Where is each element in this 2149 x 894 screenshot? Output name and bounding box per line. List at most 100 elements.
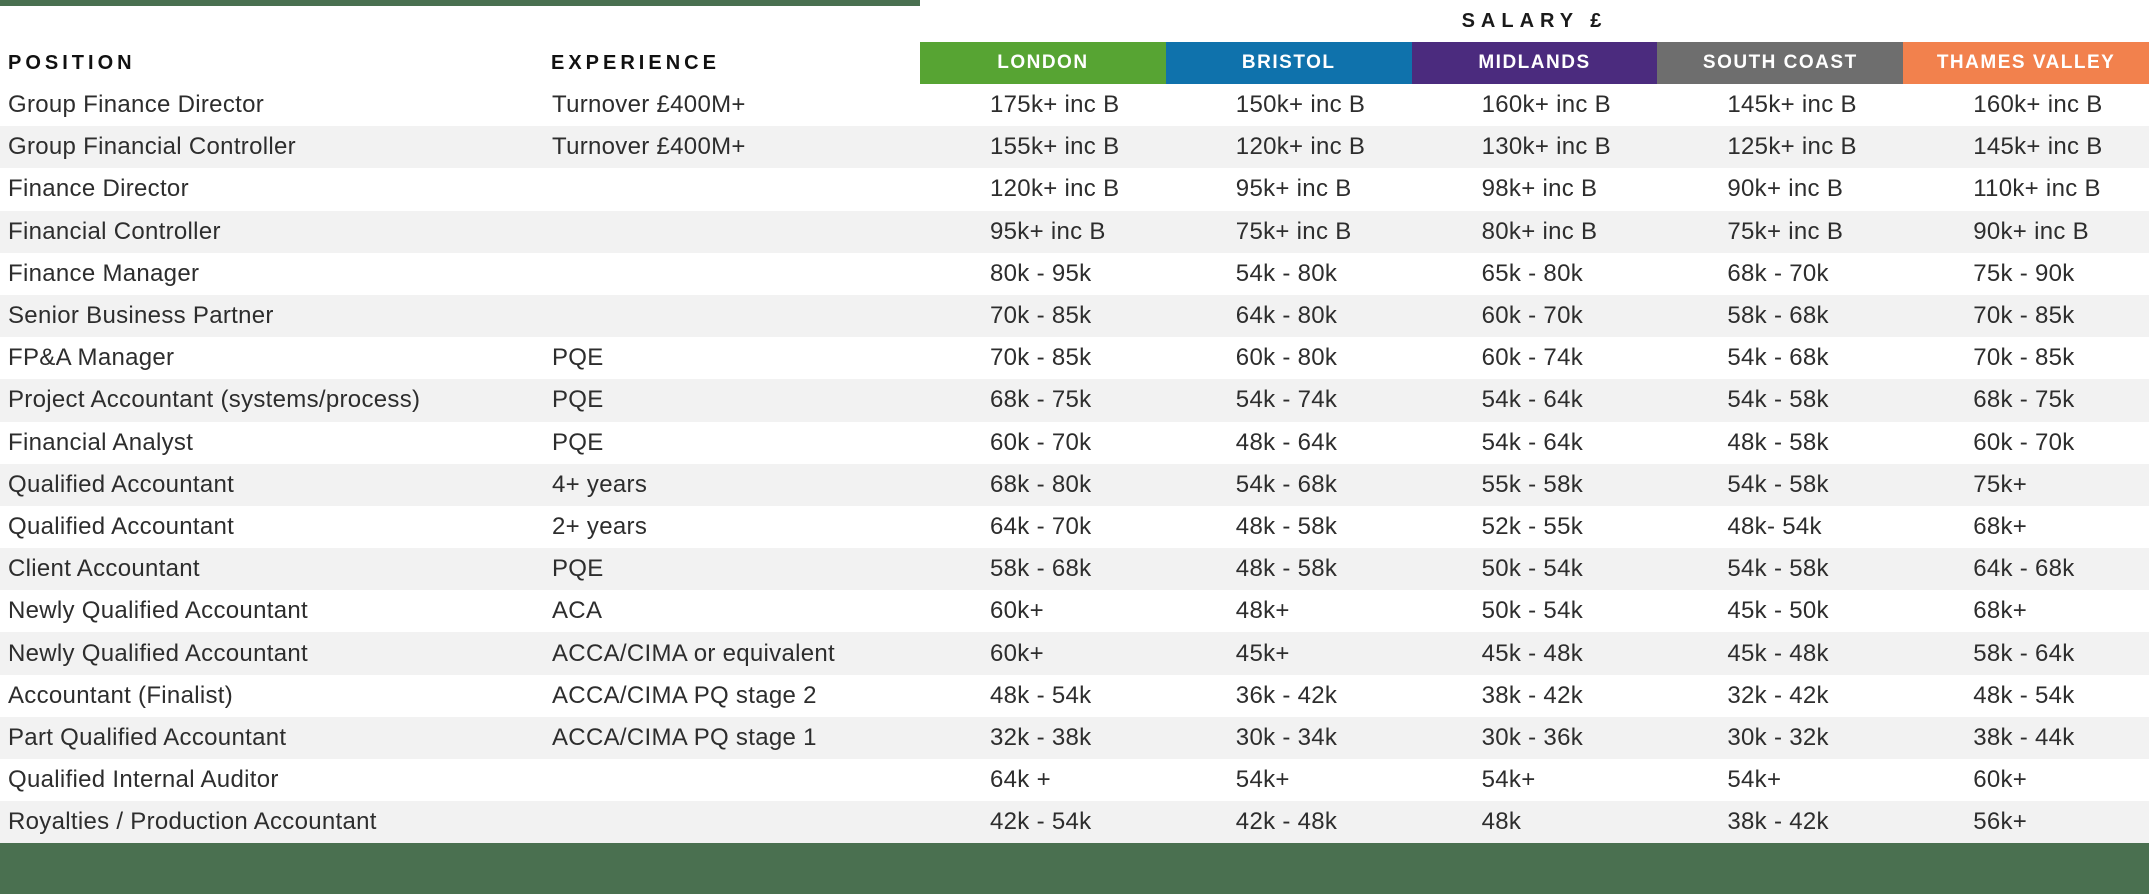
region-header-thames-valley: THAMES VALLEY — [1903, 42, 2149, 84]
salary-cell-london: 68k - 80k — [990, 470, 1092, 498]
salary-cell-thames-valley: 70k - 85k — [1973, 344, 2075, 372]
salary-cell-thames-valley: 56k+ — [1973, 808, 2028, 836]
experience-cell: Turnover £400M+ — [552, 133, 746, 161]
salary-cell-london: 120k+ inc B — [990, 175, 1120, 203]
table-body: Group Finance Director Turnover £400M+ 1… — [0, 84, 2149, 844]
table-row: Finance Manager 80k - 95k 54k - 80k 65k - … — [0, 252, 2149, 295]
position-cell: Finance Manager — [8, 259, 200, 287]
salary-cell-south-coast: 45k - 48k — [1727, 639, 1829, 667]
salary-cell-thames-valley: 90k+ inc B — [1973, 217, 2089, 245]
table-row: Financial Analyst PQE 60k - 70k 48k - 64k… — [0, 421, 2149, 464]
table-row: Accountant (Finalist) ACCA/CIMA PQ stage… — [0, 674, 2149, 717]
table-row: Part Qualified Accountant ACCA/CIMA PQ s… — [0, 716, 2149, 759]
salary-cell-midlands: 52k - 55k — [1481, 512, 1584, 540]
salary-header: SALARY £ — [1461, 9, 1608, 32]
salary-cell-bristol: 120k+ inc B — [1235, 133, 1366, 161]
salary-cell-midlands: 50k - 54k — [1481, 597, 1584, 625]
salary-cell-thames-valley: 160k+ inc B — [1973, 91, 2103, 119]
position-cell: Project Accountant (systems/process) — [8, 386, 421, 414]
table-row: Royalties / Production Accountant 42k - … — [0, 801, 2149, 844]
salary-cell-bristol: 36k - 42k — [1235, 681, 1338, 709]
position-cell: Qualified Accountant — [8, 512, 235, 540]
position-cell: Group Finance Director — [8, 91, 265, 119]
salary-cell-london: 175k+ inc B — [990, 91, 1120, 119]
salary-cell-midlands: 130k+ inc B — [1481, 133, 1611, 161]
experience-cell: ACCA/CIMA or equivalent — [552, 639, 836, 667]
salary-cell-bristol: 95k+ inc B — [1235, 175, 1352, 203]
position-cell: Financial Analyst — [8, 428, 194, 456]
position-cell: FP&A Manager — [8, 344, 175, 372]
salary-cell-midlands: 54k - 64k — [1481, 386, 1584, 414]
region-header-midlands: MIDLANDS — [1411, 42, 1658, 84]
salary-cell-south-coast: 45k - 50k — [1727, 597, 1829, 625]
experience-cell: 4+ years — [552, 470, 648, 498]
salary-cell-thames-valley: 60k - 70k — [1973, 428, 2075, 456]
salary-cell-midlands: 60k - 70k — [1481, 302, 1584, 330]
salary-cell-south-coast: 58k - 68k — [1727, 302, 1829, 330]
table-row: Newly Qualified Accountant ACA 60k+ 48k+ 5… — [0, 590, 2149, 633]
salary-cell-south-coast: 48k - 58k — [1727, 428, 1829, 456]
position-cell: Accountant (Finalist) — [8, 681, 234, 709]
salary-cell-south-coast: 75k+ inc B — [1727, 217, 1844, 245]
salary-cell-south-coast: 54k - 58k — [1727, 470, 1829, 498]
salary-cell-bristol: 42k - 48k — [1235, 808, 1338, 836]
salary-cell-south-coast: 68k - 70k — [1727, 259, 1829, 287]
salary-cell-bristol: 48k - 58k — [1235, 512, 1338, 540]
experience-cell: Turnover £400M+ — [552, 91, 746, 119]
position-cell: Client Accountant — [8, 555, 200, 583]
salary-cell-london: 68k - 75k — [990, 386, 1092, 414]
experience-cell: PQE — [552, 428, 604, 456]
salary-cell-london: 60k - 70k — [990, 428, 1092, 456]
table-row: FP&A Manager PQE 70k - 85k 60k - 80k 60k -… — [0, 337, 2149, 380]
salary-cell-south-coast: 54k - 58k — [1727, 555, 1829, 583]
salary-cell-south-coast: 90k+ inc B — [1727, 175, 1844, 203]
salary-cell-bristol: 150k+ inc B — [1235, 91, 1366, 119]
position-cell: Newly Qualified Accountant — [8, 639, 308, 667]
salary-cell-london: 80k - 95k — [990, 259, 1092, 287]
salary-cell-london: 58k - 68k — [990, 555, 1092, 583]
salary-cell-bristol: 48k - 64k — [1235, 428, 1338, 456]
salary-cell-south-coast: 32k - 42k — [1727, 681, 1829, 709]
position-cell: Financial Controller — [8, 217, 221, 245]
salary-cell-thames-valley: 58k - 64k — [1973, 639, 2075, 667]
experience-cell: ACCA/CIMA PQ stage 2 — [552, 681, 817, 709]
salary-cell-london: 32k - 38k — [990, 723, 1092, 751]
experience-cell: 2+ years — [552, 512, 648, 540]
salary-cell-midlands: 98k+ inc B — [1481, 175, 1598, 203]
salary-cell-south-coast: 54k - 58k — [1727, 386, 1829, 414]
salary-cell-london: 60k+ — [990, 597, 1044, 625]
salary-cell-south-coast: 125k+ inc B — [1727, 133, 1857, 161]
salary-cell-thames-valley: 110k+ inc B — [1973, 175, 2101, 203]
salary-cell-london: 70k - 85k — [990, 302, 1092, 330]
salary-cell-midlands: 54k+ — [1481, 766, 1536, 794]
salary-cell-midlands: 30k - 36k — [1481, 723, 1584, 751]
salary-cell-bristol: 30k - 34k — [1235, 723, 1338, 751]
position-cell: Senior Business Partner — [8, 302, 274, 330]
table-row: Senior Business Partner 70k - 85k 64k - 8… — [0, 294, 2149, 338]
salary-cell-london: 64k - 70k — [990, 512, 1092, 540]
salary-cell-midlands: 60k - 74k — [1481, 344, 1584, 372]
salary-cell-thames-valley: 75k+ — [1973, 470, 2028, 498]
salary-cell-midlands: 80k+ inc B — [1481, 217, 1598, 245]
experience-cell: PQE — [552, 344, 604, 372]
salary-cell-london: 155k+ inc B — [990, 133, 1120, 161]
salary-cell-thames-valley: 38k - 44k — [1973, 723, 2075, 751]
salary-cell-thames-valley: 70k - 85k — [1973, 302, 2075, 330]
position-cell: Royalties / Production Accountant — [8, 808, 377, 836]
position-cell: Qualified Internal Auditor — [8, 766, 279, 794]
salary-cell-london: 64k + — [990, 766, 1051, 794]
salary-cell-midlands: 48k — [1481, 808, 1522, 836]
salary-cell-thames-valley: 64k - 68k — [1973, 555, 2075, 583]
column-header-row: POSITION EXPERIENCE LONDON BRISTOL MIDLAND… — [0, 42, 2149, 84]
experience-cell: PQE — [552, 555, 604, 583]
table-row: Qualified Accountant 4+ years 68k - 80k 5… — [0, 463, 2149, 506]
salary-cell-midlands: 38k - 42k — [1481, 681, 1584, 709]
salary-cell-london: 60k+ — [990, 639, 1044, 667]
table-row: Qualified Accountant 2+ years 64k - 70k 4… — [0, 505, 2149, 549]
footer-bar — [0, 843, 2149, 894]
salary-cell-thames-valley: 145k+ inc B — [1973, 133, 2103, 161]
salary-cell-bristol: 54k - 68k — [1235, 470, 1338, 498]
table-row: Group Finance Director Turnover £400M+ 1… — [0, 84, 2149, 127]
salary-cell-midlands: 55k - 58k — [1481, 470, 1584, 498]
